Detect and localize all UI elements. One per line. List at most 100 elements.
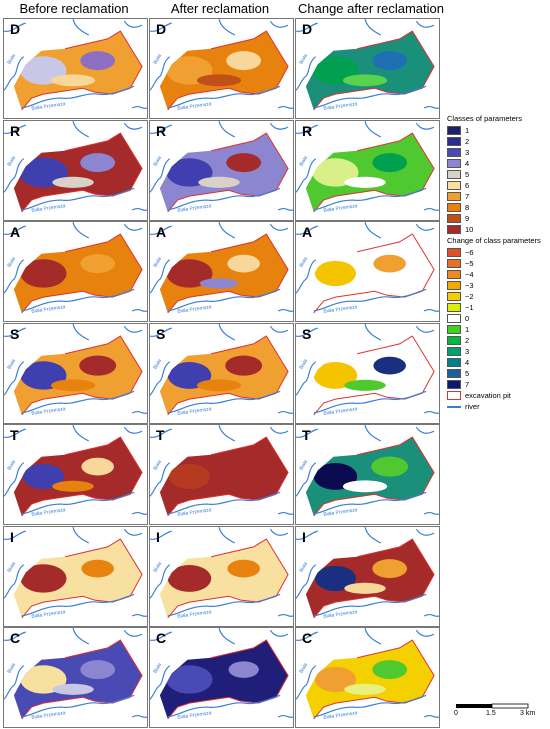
river-label: Biała Przemsza	[31, 710, 66, 721]
river-line	[423, 511, 439, 515]
river-label: Biała Przemsza	[323, 101, 358, 112]
excavation-pit-outline	[167, 233, 289, 314]
legend: Classes of parameters 1 2 3 4 5 6 7 8 9 10 Change…	[447, 113, 547, 412]
map-svg: Biała Biała Przemsza	[296, 19, 439, 112]
map-svg: Biała Biała Przemsza	[4, 323, 147, 416]
river-line	[277, 714, 293, 718]
scale-label-2: 3 km	[520, 710, 536, 717]
excavation-pit-outline	[21, 30, 143, 111]
excavation-pit-outline	[167, 334, 289, 415]
river-line	[123, 426, 143, 434]
legend-class-swatch	[447, 148, 461, 157]
river-line	[150, 530, 172, 540]
class-area-patch	[80, 152, 116, 172]
legend-change-swatch	[447, 259, 461, 268]
river-line	[150, 56, 171, 91]
legend-class-swatch	[447, 225, 461, 234]
legend-change-label: 5	[465, 369, 470, 378]
river-line	[364, 323, 382, 340]
map-svg: Biała Biała Przemsza	[150, 323, 293, 416]
river-line	[4, 327, 26, 337]
river-line	[150, 360, 171, 396]
class-area-patch	[226, 51, 262, 71]
river-line	[123, 20, 143, 28]
legend-change-swatch	[447, 314, 461, 323]
class-area-patch	[373, 356, 406, 374]
legend-class-swatch	[447, 181, 461, 190]
legend-class-label: 6	[465, 181, 470, 190]
map-svg: Biała Biała Przemsza	[150, 120, 293, 213]
panel-letter: D	[10, 21, 21, 37]
class-area-patch	[50, 74, 96, 87]
class-area-patch	[344, 683, 386, 695]
map-panel-I-3: I Biała Biała Przemsza	[295, 525, 440, 627]
class-area-patch	[80, 660, 116, 680]
river-line	[72, 19, 90, 36]
legend-title-changes: Change of class parameters	[447, 236, 541, 245]
river-line	[415, 223, 435, 231]
class-area-patch	[312, 157, 359, 187]
excavation-pit-outline	[313, 233, 435, 314]
legend-change-item: 1	[447, 324, 547, 335]
river-line	[277, 613, 293, 617]
map-svg: Biała Biała Przemsza	[150, 19, 293, 112]
river-line	[21, 187, 135, 211]
class-area-patch	[226, 152, 262, 172]
excavation-pit-outline	[313, 639, 435, 720]
river-line	[21, 694, 135, 718]
river-label: Biała	[152, 53, 163, 66]
class-area-patch	[79, 355, 117, 376]
river-label: Biała	[152, 154, 163, 167]
legend-class-label: 1	[465, 126, 470, 135]
legend-change-label: 7	[465, 380, 470, 389]
class-area-patch	[20, 665, 67, 694]
river-line	[131, 714, 147, 718]
map-panel-I-1: I Biała Biała Przemsza	[3, 525, 148, 627]
class-area-base	[159, 31, 289, 110]
river-line	[313, 288, 427, 312]
column-header-after: After reclamation	[170, 1, 270, 16]
river-line	[21, 491, 135, 515]
class-area-patch	[313, 361, 358, 389]
river-line	[72, 120, 90, 137]
river-line	[269, 629, 289, 637]
class-area-base	[305, 132, 435, 212]
map-panel-C-2: C Biała Biała Przemsza	[149, 627, 294, 728]
panel-letter: I	[302, 528, 306, 545]
legend-change-label: −5	[465, 259, 474, 268]
panel-letter: A	[156, 224, 167, 240]
river-line	[364, 526, 382, 543]
class-area-base	[305, 31, 435, 110]
river-line	[296, 563, 317, 599]
legend-change-item: −6	[447, 247, 547, 258]
class-area-patch	[372, 51, 408, 71]
legend-change-label: −1	[465, 303, 474, 312]
river-label: Biała	[298, 560, 309, 573]
map-panel-R-3: R Biała Biała Przemsza	[295, 119, 440, 221]
scale-bar-graphic	[456, 703, 529, 709]
panel-letter: T	[156, 427, 165, 443]
river-line	[313, 390, 427, 414]
river-line	[123, 325, 143, 333]
river-label: Biała	[298, 459, 309, 472]
excavation-pit-outline	[313, 334, 435, 415]
river-line	[313, 593, 427, 617]
legend-class-swatch	[447, 214, 461, 223]
river-line	[313, 187, 427, 211]
river-line	[150, 462, 171, 497]
class-area-base	[13, 437, 143, 516]
river-line	[269, 223, 289, 231]
panel-letter: R	[10, 122, 21, 139]
river-line	[123, 223, 143, 231]
river-label: Biała	[298, 53, 309, 66]
legend-change-swatch	[447, 303, 461, 312]
class-area-patch	[52, 683, 94, 695]
map-svg: Biała Biała Przemsza	[150, 628, 293, 721]
class-area-base	[159, 437, 289, 516]
river-line	[415, 325, 435, 333]
class-area-patch	[168, 463, 210, 490]
column-header-change: Change after reclamation	[298, 1, 444, 16]
river-line	[277, 105, 293, 109]
class-area-patch	[227, 254, 260, 273]
legend-change-item: 3	[447, 346, 547, 357]
